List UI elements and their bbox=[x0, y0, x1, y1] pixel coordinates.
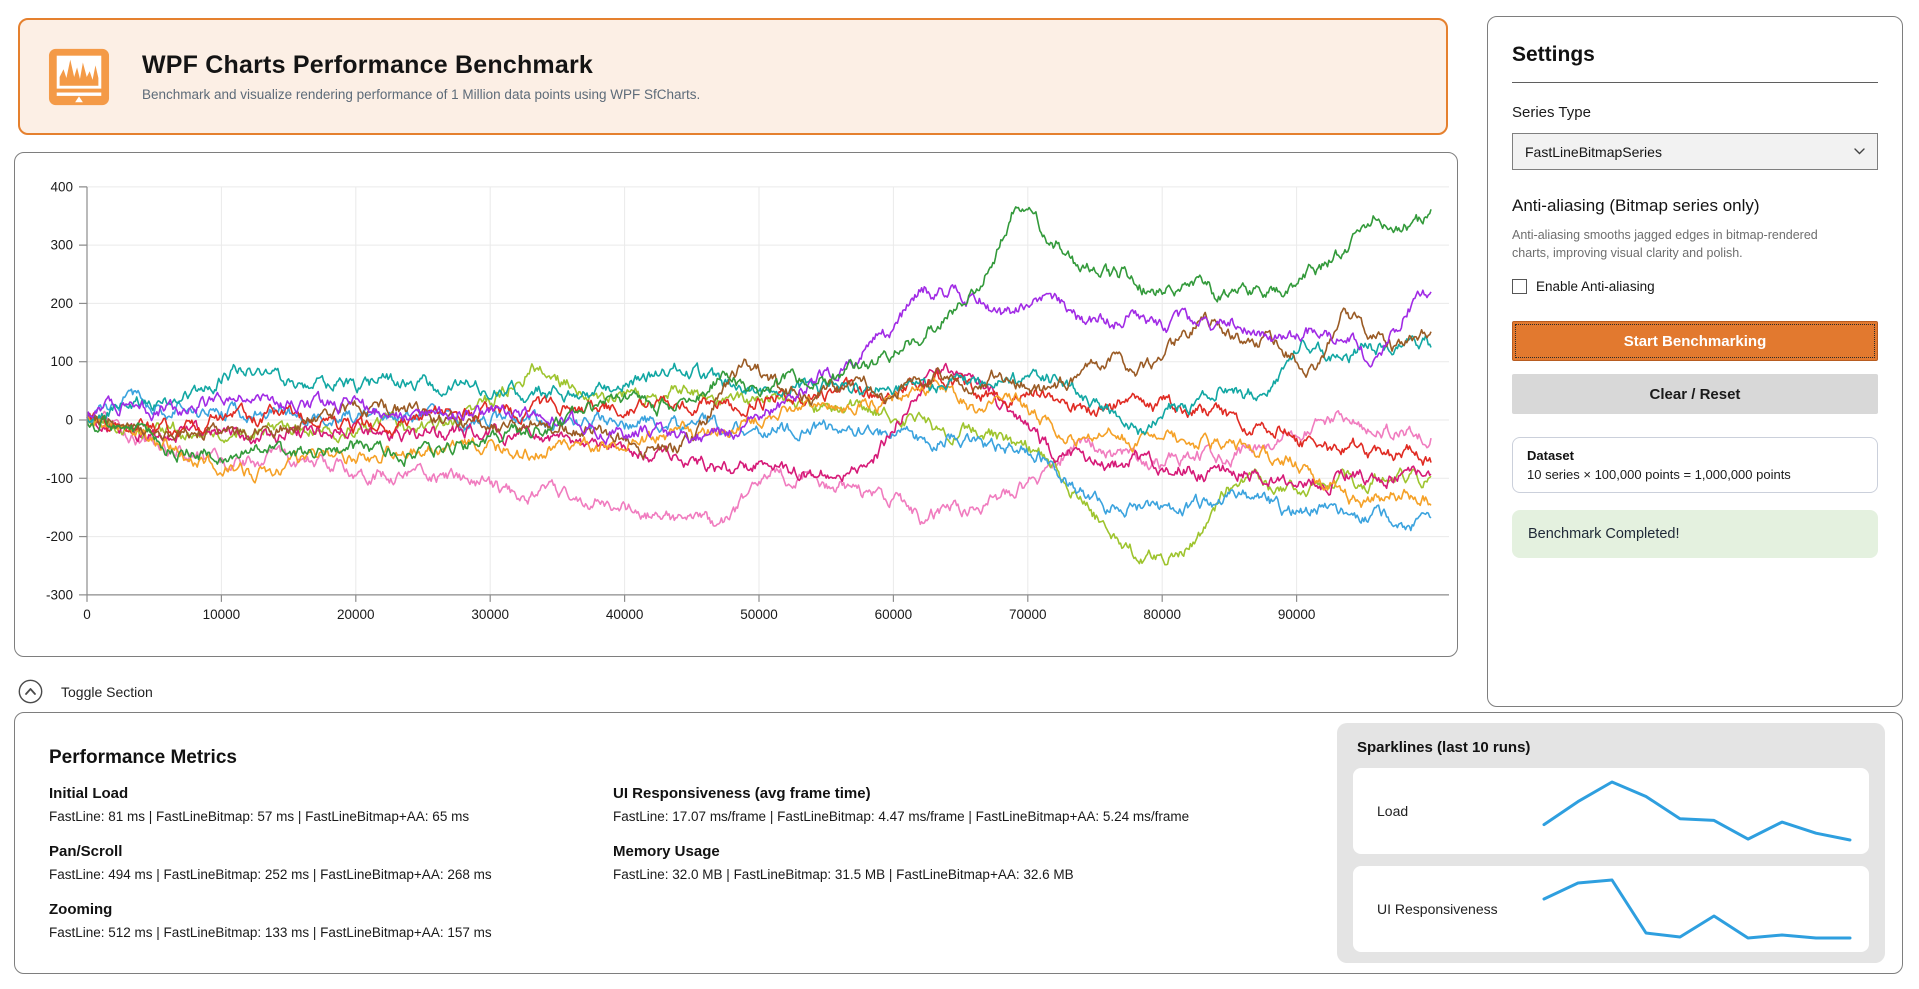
metric-value: FastLine: 494 ms | FastLineBitmap: 252 m… bbox=[49, 867, 492, 882]
sparkline-row-ui-responsiveness: UI Responsiveness bbox=[1353, 866, 1869, 952]
sparklines-title: Sparklines (last 10 runs) bbox=[1357, 739, 1531, 756]
antialiasing-description: Anti-aliasing smooths jagged edges in bi… bbox=[1512, 228, 1818, 261]
svg-text:400: 400 bbox=[50, 179, 73, 194]
app-header: WPF Charts Performance Benchmark Benchma… bbox=[18, 18, 1448, 135]
dataset-label: Dataset bbox=[1527, 448, 1574, 464]
svg-text:-300: -300 bbox=[46, 587, 73, 602]
metrics-title: Performance Metrics bbox=[49, 747, 237, 768]
svg-text:90000: 90000 bbox=[1278, 607, 1316, 622]
metric-initial-load: Initial Load FastLine: 81 ms | FastLineB… bbox=[49, 785, 613, 824]
svg-text:300: 300 bbox=[50, 238, 73, 253]
chevron-down-icon bbox=[1854, 148, 1865, 155]
benchmark-line-chart[interactable]: 400 300 200 100 0 -100 -200 -300 0 10000 20000 3000… bbox=[15, 153, 1456, 655]
metric-label: Initial Load bbox=[49, 785, 129, 802]
svg-text:200: 200 bbox=[50, 296, 73, 311]
benchmark-status-box: Benchmark Completed! bbox=[1512, 510, 1878, 559]
svg-text:-100: -100 bbox=[46, 471, 73, 486]
svg-text:60000: 60000 bbox=[875, 607, 913, 622]
benchmark-chart-card: 400 300 200 100 0 -100 -200 -300 0 10000 20000 3000… bbox=[14, 152, 1458, 657]
svg-text:50000: 50000 bbox=[740, 607, 778, 622]
load-sparkline-chart bbox=[1542, 780, 1852, 842]
series-type-label: Series Type bbox=[1512, 104, 1591, 121]
metric-ui-responsiveness: UI Responsiveness (avg frame time) FastL… bbox=[613, 785, 1313, 824]
page-title: WPF Charts Performance Benchmark bbox=[142, 51, 593, 79]
toggle-section-label: Toggle Section bbox=[61, 683, 153, 700]
svg-text:70000: 70000 bbox=[1009, 607, 1047, 622]
svg-text:40000: 40000 bbox=[606, 607, 644, 622]
sparkline-label: UI Responsiveness bbox=[1377, 901, 1498, 917]
series-type-selected-value: FastLineBitmapSeries bbox=[1525, 143, 1662, 160]
svg-text:10000: 10000 bbox=[203, 607, 241, 622]
svg-text:0: 0 bbox=[65, 413, 73, 428]
metric-label: UI Responsiveness (avg frame time) bbox=[613, 785, 871, 802]
toggle-section-row: Toggle Section bbox=[18, 679, 153, 704]
svg-text:20000: 20000 bbox=[337, 607, 375, 622]
svg-text:80000: 80000 bbox=[1143, 607, 1181, 622]
enable-antialiasing-checkbox[interactable]: Enable Anti-aliasing bbox=[1512, 279, 1878, 295]
settings-panel: Settings Series Type FastLineBitmapSerie… bbox=[1487, 16, 1903, 707]
chevron-up-circle-icon bbox=[18, 679, 43, 704]
metric-label: Pan/Scroll bbox=[49, 843, 123, 860]
checkbox-label: Enable Anti-aliasing bbox=[1536, 279, 1655, 295]
metric-value: FastLine: 17.07 ms/frame | FastLineBitma… bbox=[613, 809, 1190, 824]
metric-value: FastLine: 512 ms | FastLineBitmap: 133 m… bbox=[49, 925, 492, 940]
checkbox-box[interactable] bbox=[1512, 279, 1527, 295]
performance-metrics-card: Performance Metrics Initial Load FastLin… bbox=[14, 712, 1903, 974]
svg-text:-200: -200 bbox=[46, 529, 73, 544]
metric-memory-usage: Memory Usage FastLine: 32.0 MB | FastLin… bbox=[613, 843, 1313, 882]
app-logo-chart-icon bbox=[48, 48, 110, 105]
settings-divider bbox=[1512, 82, 1878, 83]
page-subtitle: Benchmark and visualize rendering perfor… bbox=[142, 87, 701, 102]
dataset-info-card: Dataset 10 series × 100,000 points = 1,0… bbox=[1512, 437, 1878, 494]
metric-value: FastLine: 32.0 MB | FastLineBitmap: 31.5… bbox=[613, 867, 1074, 882]
ui-responsiveness-sparkline-chart bbox=[1542, 878, 1852, 940]
benchmark-status-text: Benchmark Completed! bbox=[1528, 526, 1680, 543]
toggle-section-button[interactable] bbox=[18, 679, 43, 704]
sparkline-row-load: Load bbox=[1353, 768, 1869, 854]
svg-text:0: 0 bbox=[83, 607, 91, 622]
metric-pan-scroll: Pan/Scroll FastLine: 494 ms | FastLineBi… bbox=[49, 843, 613, 882]
svg-text:100: 100 bbox=[50, 354, 73, 369]
sparkline-label: Load bbox=[1377, 803, 1409, 819]
metric-value: FastLine: 81 ms | FastLineBitmap: 57 ms … bbox=[49, 809, 470, 824]
series-type-select[interactable]: FastLineBitmapSeries bbox=[1512, 133, 1878, 170]
antialiasing-section-title: Anti-aliasing (Bitmap series only) bbox=[1512, 196, 1760, 215]
metric-label: Memory Usage bbox=[613, 843, 720, 860]
start-benchmarking-button[interactable]: Start Benchmarking bbox=[1512, 321, 1878, 362]
dataset-value: 10 series × 100,000 points = 1,000,000 p… bbox=[1527, 467, 1791, 483]
metric-zooming: Zooming FastLine: 512 ms | FastLineBitma… bbox=[49, 901, 613, 940]
svg-text:30000: 30000 bbox=[471, 607, 509, 622]
clear-reset-button[interactable]: Clear / Reset bbox=[1512, 374, 1878, 415]
metric-label: Zooming bbox=[49, 901, 113, 918]
sparklines-panel: Sparklines (last 10 runs) Load UI Respon… bbox=[1337, 723, 1885, 963]
settings-title: Settings bbox=[1512, 43, 1595, 66]
